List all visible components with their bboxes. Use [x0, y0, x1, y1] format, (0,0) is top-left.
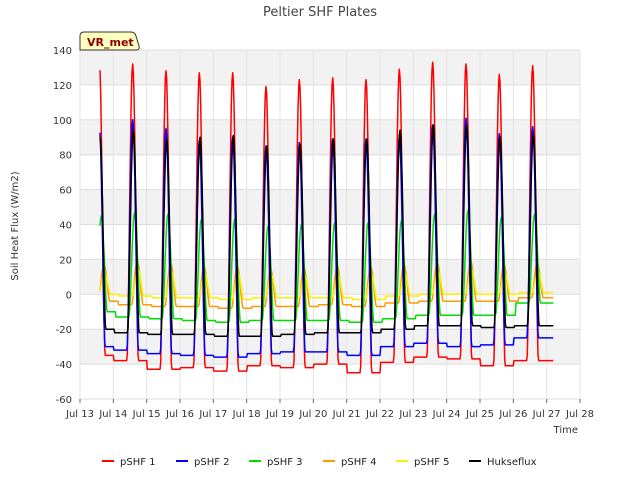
y-tick-label: 0: [66, 290, 72, 301]
y-tick-label: 140: [53, 46, 72, 57]
x-tick-label: Jul 22: [365, 409, 394, 420]
legend: pSHF 1 pSHF 2 pSHF 3 pSHF 4 pSHF 5 Hukseflux: [102, 457, 537, 468]
legend-label: Hukseflux: [487, 457, 537, 468]
series-line-pshf-5: [99, 269, 554, 301]
x-tick-label: Jul 28: [565, 409, 594, 420]
x-tick-label: Jul 19: [265, 409, 294, 420]
y-axis-title: Soil Heat Flux (W/m2): [10, 171, 21, 280]
x-axis: Jul 13 Jul 14 Jul 15 Jul 16 Jul 17 Jul 18 Jul …: [65, 399, 594, 420]
y-tick-label: -40: [56, 360, 72, 371]
y-tick-label: 60: [59, 186, 72, 197]
series-line-pshf-4: [99, 260, 554, 310]
series-group: [99, 61, 554, 374]
x-tick-label: Jul 25: [465, 409, 494, 420]
badge-shape: [79, 31, 140, 51]
chart-title: Peltier SHF Plates: [263, 5, 377, 20]
y-tick-label: -60: [56, 395, 72, 406]
x-tick-label: Jul 20: [298, 409, 327, 420]
x-tick-label: Jul 14: [98, 409, 127, 420]
series-line-pshf-1: [99, 61, 554, 374]
y-tick-label: 20: [59, 255, 72, 266]
y-axis: -60 -40 -20 0 20 40 60 80 100 120 140: [53, 46, 72, 406]
y-tick-label: 120: [53, 81, 72, 92]
x-tick-label: Jul 17: [198, 409, 227, 420]
series-line-pshf-2: [99, 117, 554, 358]
legend-label: pSHF 3: [267, 457, 303, 468]
series-line-pshf-3: [99, 209, 554, 323]
x-tick-label: Jul 15: [132, 409, 161, 420]
y-tick-label: 100: [53, 116, 72, 127]
x-axis-title: Time: [553, 425, 578, 436]
series-line-hukseflux: [99, 124, 554, 337]
legend-label: pSHF 1: [120, 457, 156, 468]
x-tick-label: Jul 18: [232, 409, 261, 420]
station-badge: VR_met: [79, 31, 140, 51]
plot-band: [80, 329, 580, 365]
y-tick-label: 40: [59, 221, 72, 232]
legend-label: pSHF 5: [414, 457, 450, 468]
x-tick-label: Jul 26: [498, 409, 527, 420]
x-tick-label: Jul 21: [332, 409, 361, 420]
x-tick-label: Jul 13: [65, 409, 94, 420]
badge-label: VR_met: [87, 36, 134, 49]
x-tick-label: Jul 27: [532, 409, 561, 420]
x-tick-label: Jul 16: [165, 409, 194, 420]
x-tick-label: Jul 23: [398, 409, 427, 420]
legend-label: pSHF 4: [341, 457, 377, 468]
plot-band: [80, 50, 580, 85]
y-tick-label: -20: [56, 325, 72, 336]
y-tick-label: 80: [59, 151, 72, 162]
x-tick-label: Jul 24: [432, 409, 461, 420]
legend-label: pSHF 2: [194, 457, 230, 468]
